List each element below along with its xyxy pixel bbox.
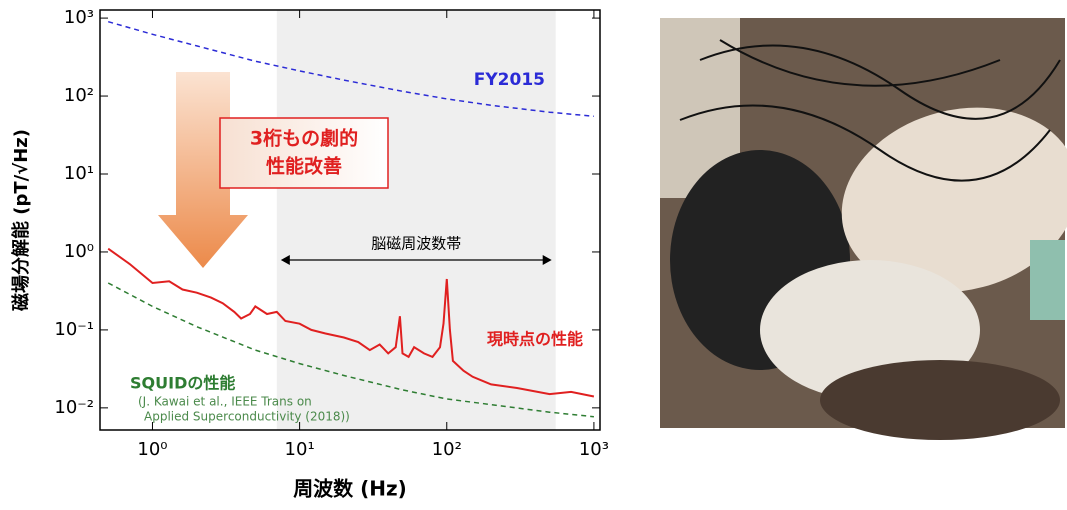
y-tick-label: 10¹ <box>64 163 94 184</box>
band-label: 脳磁周波数帯 <box>371 235 461 253</box>
citation: (J. Kawai et al., IEEE Trans on <box>138 395 312 409</box>
series-label: 現時点の性能 <box>487 330 583 349</box>
y-tick-label: 10³ <box>64 7 94 28</box>
y-tick-label: 10² <box>64 85 94 106</box>
x-tick-label: 10² <box>432 439 462 460</box>
plot-area: 10⁰ 10¹ 10² 10³ 10⁻² 10⁻¹ 10⁰ 10¹ 10² 10³ FY2015 SQ… <box>54 7 609 460</box>
x-tick-label: 10⁰ <box>137 439 167 460</box>
photo <box>660 18 1067 440</box>
x-tick-label: 10³ <box>579 439 609 460</box>
x-axis-title: 周波数 (Hz) <box>293 477 407 501</box>
improvement-text: 性能改善 <box>266 155 342 178</box>
y-tick-label: 10⁰ <box>64 241 94 262</box>
page: 10⁰ 10¹ 10² 10³ 10⁻² 10⁻¹ 10⁰ 10¹ 10² 10³ FY2015 SQ… <box>0 0 1067 506</box>
y-axis-title: 磁場分解能 (pT/√Hz) <box>10 129 32 311</box>
improvement-text: 3桁もの劇的 <box>250 127 358 150</box>
series-label: FY2015 <box>474 70 545 90</box>
y-tick-label: 10⁻¹ <box>54 319 94 340</box>
series-label: SQUIDの性能 <box>130 374 235 393</box>
citation: Applied Superconductivity (2018)) <box>144 410 350 424</box>
chart: 10⁰ 10¹ 10² 10³ 10⁻² 10⁻¹ 10⁰ 10¹ 10² 10³ FY2015 SQ… <box>0 0 1067 506</box>
y-tick-label: 10⁻² <box>54 397 94 418</box>
x-tick-label: 10¹ <box>285 439 315 460</box>
